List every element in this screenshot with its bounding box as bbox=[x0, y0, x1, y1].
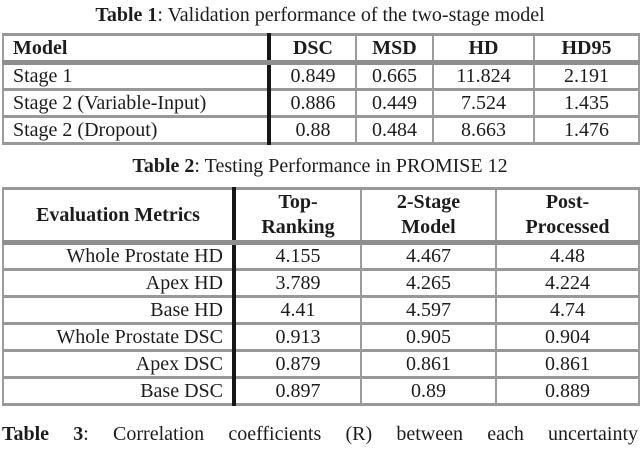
table2-cell: 0.913 bbox=[233, 322, 362, 352]
table2-cell: Base HD bbox=[2, 295, 236, 325]
table2-cell: Base DSC bbox=[2, 376, 236, 406]
table1-cell: 0.88 bbox=[268, 115, 357, 145]
table2-cell: 4.597 bbox=[360, 295, 497, 325]
table1-row-stage2-variable-input: Stage 2 (Variable-Input) 0.886 0.449 7.5… bbox=[2, 88, 640, 118]
promise12-testing-table: Evaluation Metrics Top- Ranking 2-Stage … bbox=[2, 187, 640, 406]
table1-caption-label: Table 1 bbox=[95, 4, 158, 26]
table2-cell: 0.904 bbox=[495, 322, 640, 352]
table2-cell: 4.224 bbox=[495, 268, 640, 298]
table2-cell: 4.41 bbox=[233, 295, 362, 325]
table2-cell: 4.74 bbox=[495, 295, 640, 325]
table2-cell: 0.861 bbox=[495, 349, 640, 379]
table2-cell: 0.861 bbox=[360, 349, 497, 379]
table2-cell: 0.879 bbox=[233, 349, 362, 379]
table3-caption-clipped: Table 3: Correlation coefficients (R) be… bbox=[2, 422, 638, 446]
table2-row-whole-prostate-dsc: Whole Prostate DSC 0.913 0.905 0.904 bbox=[2, 322, 640, 352]
table1-cell: 0.484 bbox=[355, 115, 434, 145]
table1-caption: Table 1: Validation performance of the t… bbox=[0, 4, 640, 27]
table2-row-apex-dsc: Apex DSC 0.879 0.861 0.861 bbox=[2, 349, 640, 379]
table1-cell: Stage 2 (Variable-Input) bbox=[2, 88, 271, 118]
table1-cell: 0.886 bbox=[268, 88, 357, 118]
table2-caption-text: : Testing Performance in PROMISE 12 bbox=[194, 155, 508, 177]
table2-cell: Apex HD bbox=[2, 268, 236, 298]
table1-header-msd: MSD bbox=[355, 33, 434, 65]
table1-cell: 0.449 bbox=[355, 88, 434, 118]
table2-cell: 0.889 bbox=[495, 376, 640, 406]
table3-caption-text: : Correlation coefficients (R) between e… bbox=[83, 423, 638, 445]
table2-row-whole-prostate-hd: Whole Prostate HD 4.155 4.467 4.48 bbox=[2, 241, 640, 271]
table2-cell: 4.467 bbox=[360, 241, 497, 271]
table2-cell: 3.789 bbox=[233, 268, 362, 298]
table2-caption-label: Table 2 bbox=[132, 155, 195, 177]
table2-row-base-dsc: Base DSC 0.897 0.89 0.889 bbox=[2, 376, 640, 406]
table2-cell: 0.905 bbox=[360, 322, 497, 352]
table1-header-hd: HD bbox=[432, 33, 535, 65]
table1-header-dsc: DSC bbox=[268, 33, 357, 65]
table2-header-post-processed: Post- Processed bbox=[495, 187, 640, 245]
table2-header-2-stage-model: 2-Stage Model bbox=[360, 187, 497, 245]
table2-header-row: Evaluation Metrics Top- Ranking 2-Stage … bbox=[2, 187, 640, 245]
table1-header-hd95: HD95 bbox=[533, 33, 640, 65]
table1-cell: 0.849 bbox=[268, 61, 357, 91]
table2-row-apex-hd: Apex HD 3.789 4.265 4.224 bbox=[2, 268, 640, 298]
table2-caption: Table 2: Testing Performance in PROMISE … bbox=[0, 155, 640, 178]
table1-cell: 7.524 bbox=[432, 88, 535, 118]
table2-header-evaluation-metrics: Evaluation Metrics bbox=[2, 187, 236, 245]
validation-performance-table: Model DSC MSD HD HD95 Stage 1 0.849 0.66… bbox=[2, 33, 640, 145]
table2-cell: 4.155 bbox=[233, 241, 362, 271]
table2-cell: 0.897 bbox=[233, 376, 362, 406]
table1-caption-text: : Validation performance of the two-stag… bbox=[157, 4, 545, 26]
table1-cell: 1.435 bbox=[533, 88, 640, 118]
table2-row-base-hd: Base HD 4.41 4.597 4.74 bbox=[2, 295, 640, 325]
table1-cell: 2.191 bbox=[533, 61, 640, 91]
table1-cell: Stage 2 (Dropout) bbox=[2, 115, 271, 145]
table1-cell: 1.476 bbox=[533, 115, 640, 145]
table1-cell: 0.665 bbox=[355, 61, 434, 91]
table1-header-model: Model bbox=[2, 33, 271, 65]
table2-cell: Whole Prostate HD bbox=[2, 241, 236, 271]
table1-cell: 11.824 bbox=[432, 61, 535, 91]
table1-header-row: Model DSC MSD HD HD95 bbox=[2, 33, 640, 65]
table1-row-stage1: Stage 1 0.849 0.665 11.824 2.191 bbox=[2, 61, 640, 91]
table2-cell: Whole Prostate DSC bbox=[2, 322, 236, 352]
table2-cell: 4.48 bbox=[495, 241, 640, 271]
table2-header-top-ranking: Top- Ranking bbox=[233, 187, 362, 245]
table3-caption-label: Table 3 bbox=[2, 423, 84, 445]
table1-row-stage2-dropout: Stage 2 (Dropout) 0.88 0.484 8.663 1.476 bbox=[2, 115, 640, 145]
table1-cell: 8.663 bbox=[432, 115, 535, 145]
table2-cell: 0.89 bbox=[360, 376, 497, 406]
table2-cell: Apex DSC bbox=[2, 349, 236, 379]
table1-cell: Stage 1 bbox=[2, 61, 271, 91]
paper-page: { "captions": { "table1": { "label": "Ta… bbox=[0, 4, 640, 471]
table2-cell: 4.265 bbox=[360, 268, 497, 298]
